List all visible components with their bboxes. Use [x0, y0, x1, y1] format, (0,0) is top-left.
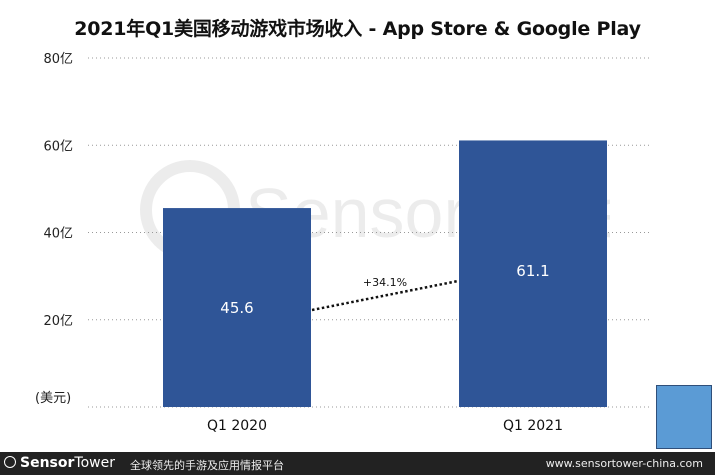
brand-bold: Sensor — [20, 455, 75, 471]
x-tick-label: Q1 2020 — [207, 418, 267, 434]
bar — [459, 140, 607, 408]
sensortower-logo-icon — [4, 456, 16, 468]
footer-brand: SensorTower — [20, 455, 115, 471]
bar-value-label: 45.6 — [220, 299, 253, 317]
footer-tagline: 全球领先的手游及应用情报平台 — [130, 459, 284, 472]
chart-title: 2021年Q1美国移动游戏市场收入 - App Store & Google P… — [74, 18, 641, 40]
y-axis-label: (美元) — [35, 391, 71, 406]
y-tick-label: 60亿 — [43, 139, 73, 154]
y-tick-label: 80亿 — [43, 52, 73, 67]
y-tick-label: 20亿 — [43, 314, 73, 329]
footer-bar: SensorTower 全球领先的手游及应用情报平台 www.sensortow… — [0, 452, 715, 475]
bar-chart: 20亿 40亿 60亿 80亿 (美元) 45.6 61.1 +34.1% Q1 202… — [35, 52, 650, 434]
corner-blue-box — [656, 385, 712, 449]
x-tick-label: Q1 2021 — [503, 418, 563, 434]
y-tick-label: 40亿 — [43, 227, 73, 242]
growth-label: +34.1% — [363, 276, 407, 289]
footer-website: www.sensortower-china.com — [545, 457, 703, 470]
brand-rest: Tower — [74, 455, 115, 471]
bar-value-label: 61.1 — [516, 262, 549, 280]
bar — [163, 208, 311, 407]
